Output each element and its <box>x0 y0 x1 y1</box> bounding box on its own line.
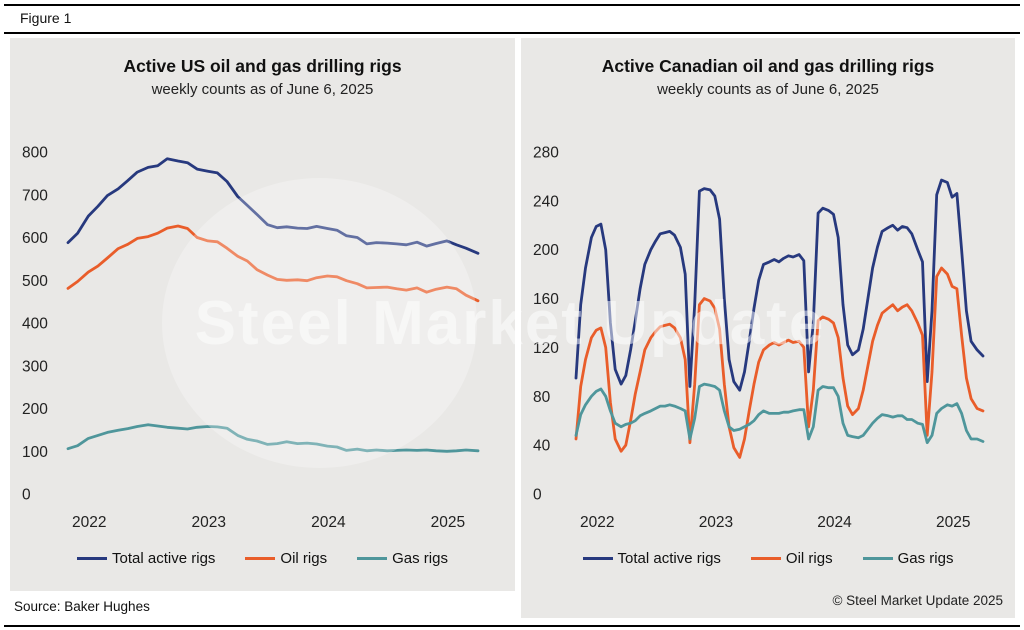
canada-chart-legend: Total active rigs Oil rigs Gas rigs <box>521 550 1015 567</box>
oil-rigs-line-swatch <box>750 556 781 561</box>
svg-text:0: 0 <box>22 487 31 504</box>
svg-text:120: 120 <box>533 340 559 357</box>
total-rigs-line-swatch <box>582 556 613 561</box>
oil-rigs-line-swatch <box>245 556 276 561</box>
canada-chart-plot: 0 40 80 120 160 200 240 280 2022 2023 2024 2025 <box>533 145 985 531</box>
svg-text:80: 80 <box>533 389 551 406</box>
us-chart-title: Active US oil and gas drilling rigs <box>123 56 402 76</box>
svg-text:200: 200 <box>533 242 559 259</box>
legend-label-total: Total active rigs <box>112 550 216 567</box>
svg-text:400: 400 <box>22 316 48 333</box>
source-note: Source: Baker Hughes <box>14 599 150 614</box>
svg-text:2024: 2024 <box>817 514 852 531</box>
legend-item-oil: Oil rigs <box>245 550 327 567</box>
svg-text:200: 200 <box>22 401 48 418</box>
svg-text:160: 160 <box>533 291 559 308</box>
legend-label-gas: Gas rigs <box>392 550 448 567</box>
legend-item-gas: Gas rigs <box>862 550 954 567</box>
us-chart-legend: Total active rigs Oil rigs Gas rigs <box>10 550 515 567</box>
canada-chart-panel: Active Canadian oil and gas drilling rig… <box>521 38 1015 618</box>
legend-item-total: Total active rigs <box>582 550 721 567</box>
svg-text:800: 800 <box>22 145 48 162</box>
svg-text:2022: 2022 <box>580 514 614 531</box>
svg-text:2025: 2025 <box>936 514 970 531</box>
svg-text:2022: 2022 <box>72 514 106 531</box>
bottom-rule <box>4 625 1020 627</box>
svg-text:2025: 2025 <box>431 514 465 531</box>
us-chart-panel: Active US oil and gas drilling rigs week… <box>10 38 515 591</box>
svg-text:0: 0 <box>533 487 542 504</box>
figure-header: Figure 1 <box>4 4 1020 34</box>
svg-text:40: 40 <box>533 438 551 455</box>
svg-text:2024: 2024 <box>311 514 346 531</box>
svg-text:500: 500 <box>22 273 48 290</box>
total-rigs-line-swatch <box>77 556 108 561</box>
gas-rigs-line-swatch <box>862 556 893 561</box>
canada-chart-subtitle: weekly counts as of June 6, 2025 <box>657 81 879 98</box>
svg-text:100: 100 <box>22 444 48 461</box>
legend-item-oil: Oil rigs <box>750 550 833 567</box>
legend-label-oil: Oil rigs <box>785 550 833 567</box>
us-chart-subtitle: weekly counts as of June 6, 2025 <box>151 81 374 98</box>
svg-text:300: 300 <box>22 358 48 375</box>
us-chart-plot: 0 100 200 300 400 500 600 700 800 2022 2023 2024 202… <box>22 145 480 531</box>
svg-text:2023: 2023 <box>699 514 733 531</box>
svg-text:600: 600 <box>22 230 48 247</box>
copyright: © Steel Market Update 2025 <box>832 593 1003 608</box>
legend-label-gas: Gas rigs <box>897 550 954 567</box>
svg-text:240: 240 <box>533 193 559 210</box>
svg-text:280: 280 <box>533 145 559 162</box>
gas-rigs-line-swatch <box>357 556 388 561</box>
legend-item-gas: Gas rigs <box>357 550 448 567</box>
figure-label: Figure 1 <box>20 10 72 26</box>
canada-chart-title: Active Canadian oil and gas drilling rig… <box>601 56 935 76</box>
svg-text:2023: 2023 <box>192 514 226 531</box>
legend-item-total: Total active rigs <box>77 550 215 567</box>
svg-text:700: 700 <box>22 187 48 204</box>
legend-label-oil: Oil rigs <box>280 550 328 567</box>
legend-label-total: Total active rigs <box>617 550 721 567</box>
